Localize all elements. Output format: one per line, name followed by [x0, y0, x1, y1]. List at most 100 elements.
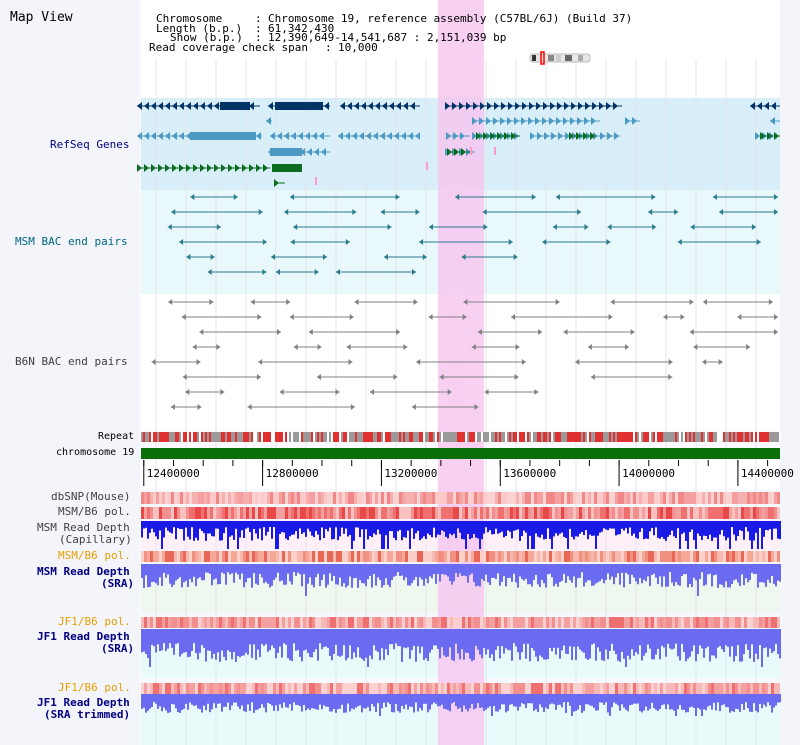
depth-bar: [487, 564, 489, 583]
heat-cell: [282, 683, 285, 694]
msm-read-depth-capillary-track[interactable]: [141, 521, 781, 549]
depth-bar: [497, 629, 499, 647]
track-label-jf1-depth-sra-1[interactable]: JF1 Read Depth: [37, 630, 130, 643]
chromosome-ideogram[interactable]: [529, 51, 591, 65]
depth-bar: [341, 629, 343, 656]
depth-bar: [409, 694, 411, 707]
depth-bar: [243, 629, 245, 656]
depth-bar: [535, 629, 537, 657]
heat-cell: [726, 492, 729, 504]
depth-bar: [677, 694, 679, 710]
track-label-dbsnp[interactable]: dbSNP(Mouse): [51, 490, 131, 503]
depth-bar: [569, 694, 571, 706]
repeat-element: [519, 432, 521, 442]
msm-bac-end-pairs-track[interactable]: [167, 194, 778, 275]
depth-bar: [519, 564, 521, 577]
heat-cell: [690, 551, 693, 562]
depth-bar: [541, 521, 543, 535]
repeat-element: [683, 432, 685, 442]
depth-bar: [325, 564, 327, 588]
gene-exon-arrow: [447, 148, 452, 156]
jf1-b6-pol-track-2[interactable]: [141, 683, 780, 694]
depth-bar: [189, 564, 191, 580]
track-label-b6n-bac[interactable]: B6N BAC end pairs: [15, 355, 128, 368]
depth-bar: [631, 564, 633, 575]
track-label-repeat[interactable]: Repeat: [98, 431, 135, 442]
depth-bar: [691, 694, 693, 707]
track-label-msm-depth-capillary-1[interactable]: MSM Read Depth: [37, 521, 130, 534]
heat-cell: [279, 683, 282, 694]
heat-cell: [591, 617, 594, 628]
track-label-jf1-depth-trim-1[interactable]: JF1 Read Depth: [37, 696, 130, 709]
track-label-jf1-depth-trim-2[interactable]: (SRA trimmed): [44, 708, 131, 721]
heat-cell: [732, 683, 735, 694]
track-label-refseq[interactable]: RefSeq Genes: [50, 138, 130, 151]
depth-bar: [297, 564, 299, 573]
depth-bar: [661, 694, 663, 706]
track-label-msm-depth-capillary-2[interactable]: (Capillary): [59, 533, 132, 546]
bac-end-right: [651, 194, 656, 200]
depth-bar: [649, 629, 651, 649]
track-label-jf1-b6-pol-1[interactable]: JF1/B6 pol.: [58, 615, 131, 628]
repeat-element: [285, 432, 287, 442]
heat-cell: [645, 492, 648, 504]
depth-bar: [709, 521, 711, 535]
heat-cell: [516, 492, 519, 504]
depth-bar: [555, 694, 557, 710]
heat-cell: [600, 507, 603, 519]
heat-cell: [636, 492, 639, 504]
depth-bar: [235, 629, 237, 662]
track-label-jf1-depth-sra-2[interactable]: (SRA): [101, 642, 135, 655]
info-show-label: Show (b.p.): [170, 31, 243, 44]
track-label-msm-depth-sra-1[interactable]: MSM Read Depth: [37, 565, 130, 578]
track-label-msm-b6-pol-1[interactable]: MSM/B6 pol.: [58, 505, 131, 518]
gene-exon-arrow: [483, 132, 488, 140]
repeat-element: [757, 432, 759, 442]
depth-bar: [689, 564, 691, 584]
heat-cell: [288, 492, 291, 504]
msm-b6-pol-track-2[interactable]: [141, 551, 780, 562]
heat-cell: [600, 551, 603, 562]
jf1-read-depth-sra-track[interactable]: [141, 629, 781, 667]
depth-bar: [745, 629, 747, 645]
repeat-element: [715, 432, 717, 442]
repeat-element: [667, 432, 669, 442]
depth-bar: [217, 629, 219, 653]
repeat-element: [473, 432, 475, 442]
depth-bar: [141, 694, 143, 709]
dbsnp-track[interactable]: [141, 492, 780, 504]
jf1-read-depth-trimmed-track[interactable]: [141, 694, 781, 716]
repeat-track[interactable]: [141, 432, 781, 442]
bac-end-right: [276, 329, 281, 335]
track-label-jf1-b6-pol-2[interactable]: JF1/B6 pol.: [58, 681, 131, 694]
heat-cell: [702, 551, 705, 562]
heat-cell: [273, 507, 276, 519]
track-label-msm-bac[interactable]: MSM BAC end pairs: [15, 235, 128, 248]
heat-cell: [711, 617, 714, 628]
bac-end-left: [690, 224, 695, 230]
track-label-msm-b6-pol-2[interactable]: MSM/B6 pol.: [58, 549, 131, 562]
repeat-element: [201, 432, 203, 442]
msm-b6-pol-track-1[interactable]: [141, 507, 780, 519]
msm-read-depth-sra-track[interactable]: [141, 564, 781, 596]
depth-bar: [369, 521, 371, 536]
depth-bar: [337, 564, 339, 585]
depth-bar: [499, 521, 501, 533]
track-label-msm-depth-sra-2[interactable]: (SRA): [101, 577, 135, 590]
depth-bar: [191, 521, 193, 528]
gene-exon-arrow: [321, 148, 326, 156]
depth-bar: [503, 564, 505, 577]
heat-cell: [348, 507, 351, 519]
depth-bar: [609, 564, 611, 580]
heat-cell: [525, 492, 528, 504]
depth-bar: [683, 564, 685, 575]
heat-cell: [309, 683, 312, 694]
b6n-bac-end-pairs-track[interactable]: [151, 299, 778, 410]
heat-cell: [576, 492, 579, 504]
refseq-genes-track[interactable]: [137, 102, 780, 187]
heat-cell: [465, 617, 468, 628]
jf1-b6-pol-track-1[interactable]: [141, 617, 780, 628]
heat-cell: [378, 507, 381, 519]
track-label-chromosome[interactable]: chromosome 19: [56, 447, 135, 458]
